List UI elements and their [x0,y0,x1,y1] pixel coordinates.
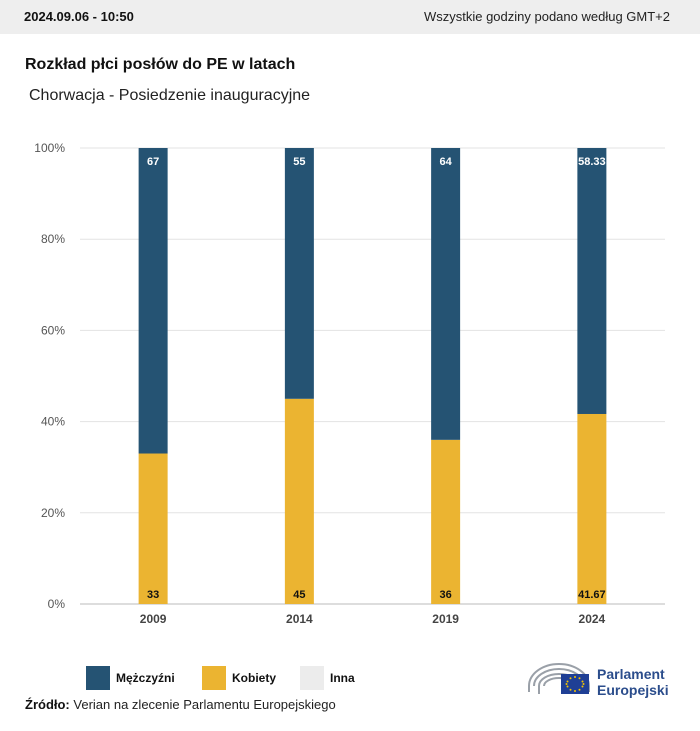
legend-swatch-women [202,666,226,690]
bar-women [577,413,607,604]
data-label-men: 67 [147,156,159,168]
x-tick-label: 2009 [140,612,167,626]
y-tick-label: 60% [41,323,65,337]
data-label-men: 55 [293,156,305,168]
y-tick-label: 40% [41,415,65,429]
x-tick-label: 2014 [286,612,313,626]
bar-women [284,398,314,604]
header-bar: 2024.09.06 - 10:50 Wszystkie godziny pod… [0,0,700,34]
stacked-bar-chart: 0% 20% 40% 60% 80% 100% 67 33 2009 55 45 2014 64 36 20… [34,141,665,626]
chart-title: Rozkład płci posłów do PE w latach [25,56,296,73]
y-tick-label: 100% [34,141,65,155]
logo-line-2: Europejski [597,682,669,698]
data-label-men: 58.33 [578,156,606,168]
source-note: Źródło: Verian na zlecenie Parlamentu Eu… [25,697,336,712]
bar-men [284,148,314,399]
bar-women [431,439,461,604]
chart-subtitle: Chorwacja - Posiedzenie inauguracyjne [29,87,311,104]
data-label-women: 45 [293,589,305,601]
logo-wordmark: Parlament Europejski [597,666,669,698]
y-tick-label: 0% [48,597,66,611]
x-tick-label: 2024 [579,612,606,626]
bar-men [431,148,461,440]
legend-label-men: Mężczyźni [116,671,175,685]
source-text: Verian na zlecenie Parlamentu Europejski… [73,697,336,712]
data-label-men: 64 [440,156,453,168]
x-tick-label: 2019 [432,612,459,626]
data-label-women: 36 [440,589,452,601]
y-tick-label: 80% [41,232,65,246]
y-tick-label: 20% [41,506,65,520]
logo-line-1: Parlament [597,666,665,682]
legend-swatch-men [86,666,110,690]
source-label: Źródło: [25,697,70,712]
timestamp: 2024.09.06 - 10:50 [24,9,134,24]
data-label-women: 41.67 [578,589,606,601]
legend-label-other: Inna [330,671,355,685]
parliament-logo: Parlament Europejski [527,660,687,704]
hemicycle-icon [528,663,590,694]
legend-swatch-other [300,666,324,690]
bar-men [577,148,607,414]
bar-women [138,453,168,604]
legend-label-women: Kobiety [232,671,277,685]
bar-men [138,148,168,454]
data-label-women: 33 [147,589,159,601]
timezone-note: Wszystkie godziny podano według GMT+2 [423,9,670,24]
